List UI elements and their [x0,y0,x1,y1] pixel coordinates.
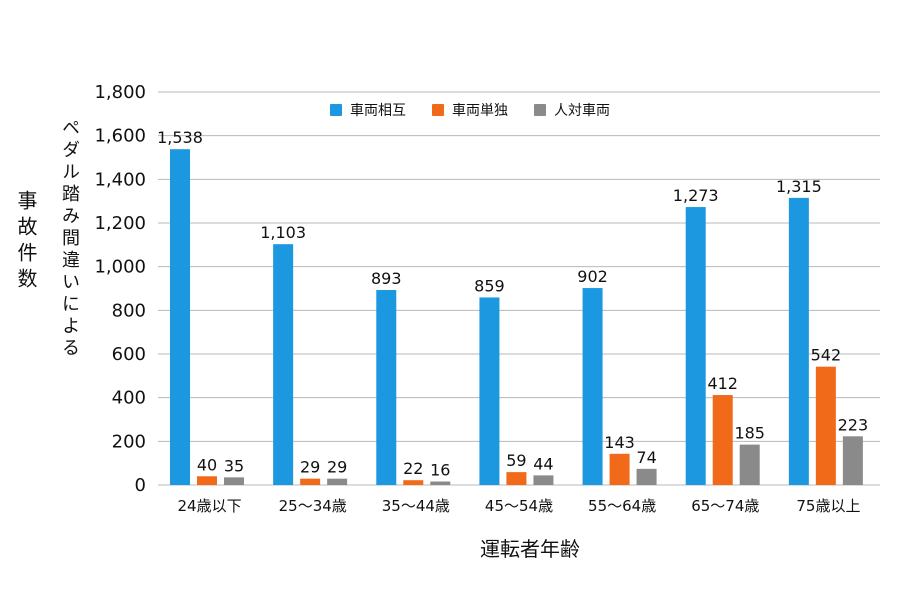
bar-series-2-6 [712,395,733,485]
bar-series-3-2 [327,478,348,485]
x-tick-label-1: 24歳以下 [178,497,242,515]
y-tick-label: 1,400 [94,169,146,190]
data-label-series-1-2: 1,103 [260,223,306,242]
data-label-series-1-7: 1,315 [776,177,822,196]
data-label-series-3-3: 16 [430,461,450,480]
data-label-series-2-1: 40 [197,455,217,474]
y-tick-label: 1,000 [94,257,146,278]
bar-series-3-4 [533,475,554,485]
bar-series-2-1 [197,476,217,485]
legend-item-series-2: 車両単独 [432,100,508,120]
data-label-series-1-1: 1,538 [157,128,203,147]
data-label-series-3-1: 35 [224,456,244,475]
y-axis-label-main: 事故件数 [14,190,38,294]
x-tick-label-7: 75歳以上 [796,497,860,515]
x-tick-label-3: 35〜44歳 [382,497,450,515]
bar-series-3-5 [636,468,657,485]
bar-series-2-5 [609,453,630,485]
legend-swatch-series-3 [534,104,546,116]
legend: 車両相互 車両単独 人対車両 [330,100,610,120]
bar-series-1-1 [170,149,190,485]
bar-series-2-2 [300,478,321,485]
legend-label-series-3: 人対車両 [554,103,610,119]
x-tick-label-6: 65〜74歳 [691,497,759,515]
bar-series-3-7 [842,436,863,485]
bar-series-1-4 [479,297,500,485]
legend-label-series-1: 車両相互 [350,103,406,119]
bar-series-1-2 [273,244,294,485]
legend-swatch-series-1 [330,104,342,116]
data-label-series-2-4: 59 [506,451,526,470]
data-label-series-3-6: 185 [734,424,765,443]
legend-item-series-3: 人対車両 [534,100,610,120]
x-tick-label-5: 55〜64歳 [588,497,656,515]
bar-series-1-6 [685,207,706,486]
y-tick-label: 1,800 [94,82,146,103]
data-label-series-2-3: 22 [403,459,423,478]
y-tick-label: 0 [135,475,146,496]
y-axis-label-sub: ペダル踏み間違いによる [59,118,80,360]
y-tick-label: 800 [112,300,146,321]
data-label-series-2-2: 29 [300,458,320,477]
x-tick-label-2: 25〜34歳 [279,497,347,515]
y-tick-label: 600 [112,344,146,365]
data-label-series-2-7: 542 [811,346,842,365]
data-label-series-3-4: 44 [533,454,553,473]
bar-series-1-5 [582,288,603,485]
legend-swatch-series-2 [432,104,444,116]
data-label-series-3-7: 223 [838,415,869,434]
bar-series-2-4 [506,472,527,485]
x-axis-label: 運転者年齢 [480,537,580,561]
bar-series-2-7 [815,366,836,485]
data-label-series-3-2: 29 [327,458,347,477]
bar-series-2-3 [403,480,424,485]
bar-series-3-3 [430,481,451,485]
bar-series-3-1 [224,477,244,485]
bar-series-1-3 [376,290,397,485]
data-label-series-1-5: 902 [577,267,608,286]
bar-series-1-7 [788,197,809,485]
data-label-series-1-4: 859 [474,276,505,295]
data-label-series-3-5: 74 [636,448,656,467]
bar-series-3-6 [739,444,760,485]
y-tick-label: 200 [112,431,146,452]
data-label-series-1-6: 1,273 [673,186,719,205]
legend-item-series-1: 車両相互 [330,100,406,120]
x-tick-label-4: 45〜54歳 [485,497,553,515]
data-label-series-1-3: 893 [371,269,402,288]
y-tick-label: 1,200 [94,213,146,234]
data-label-series-2-6: 412 [707,374,738,393]
y-tick-label: 400 [112,388,146,409]
data-label-series-2-5: 143 [604,433,635,452]
y-tick-label: 1,600 [94,126,146,147]
legend-label-series-2: 車両単独 [452,103,508,119]
